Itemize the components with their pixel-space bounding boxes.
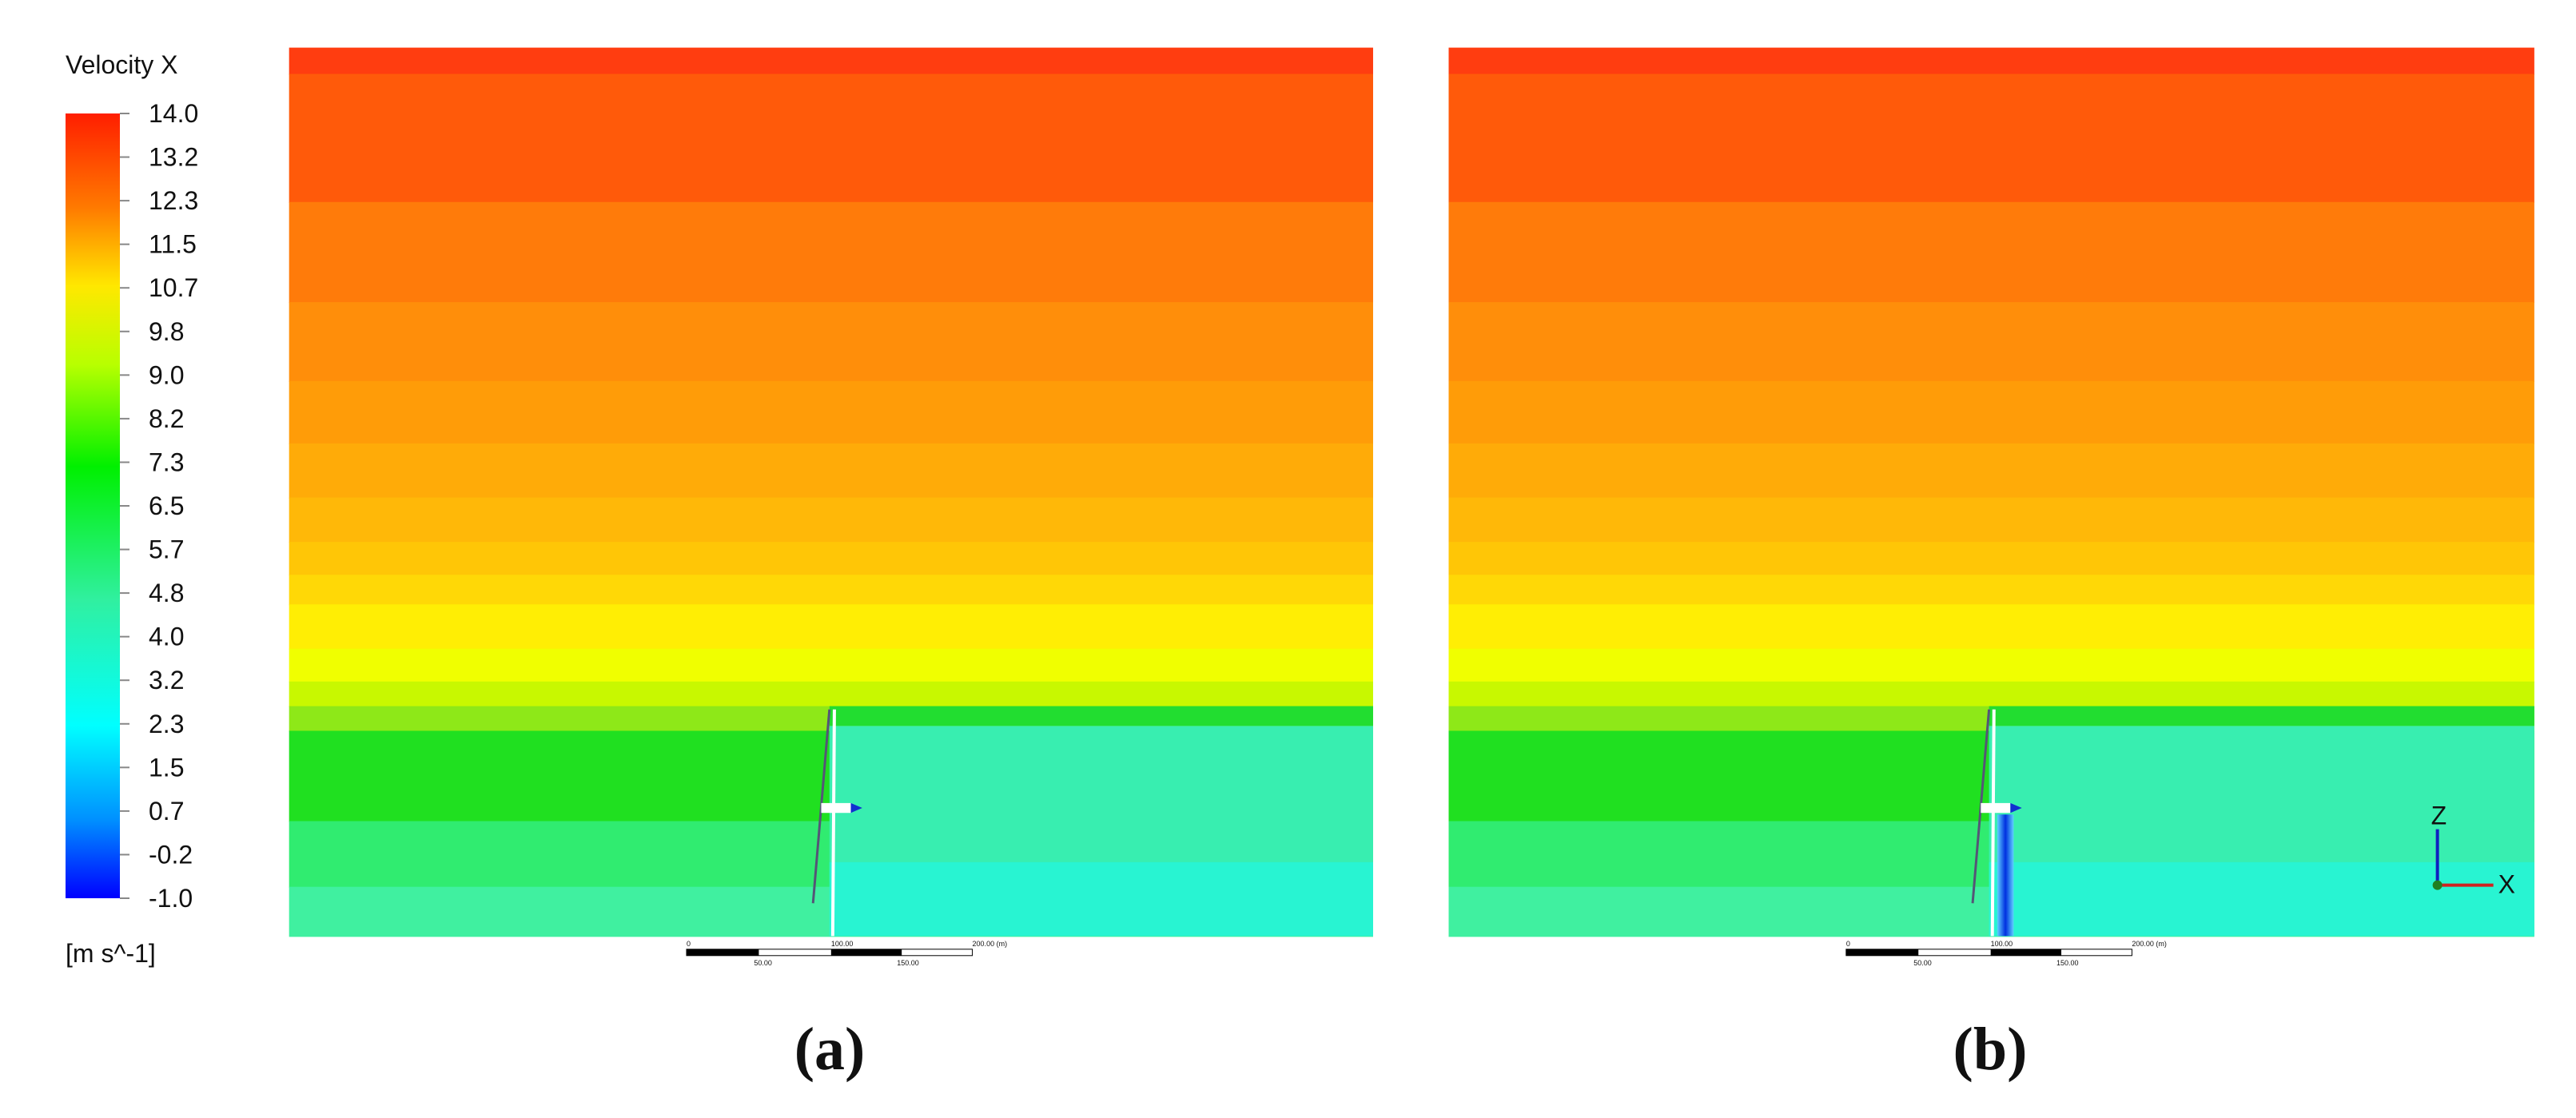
colorbar <box>66 113 120 898</box>
colorbar-label: 7.3 <box>149 448 184 476</box>
colorbar-label: 3.2 <box>149 666 184 694</box>
contour-band <box>1448 681 2534 707</box>
contour-band <box>289 648 1373 682</box>
scale-label: 100.00 <box>1991 940 2013 948</box>
contour-band <box>1448 648 2534 682</box>
colorbar-label: 1.5 <box>149 753 184 782</box>
contour-band <box>1448 380 2534 444</box>
contour-band <box>289 575 1373 606</box>
scale-bar <box>686 949 759 956</box>
contour-band <box>289 443 1373 499</box>
colorbar-label: 8.2 <box>149 404 184 433</box>
tower-wake <box>1997 814 2014 937</box>
contour-band <box>289 497 1373 543</box>
nacelle <box>1981 802 2011 814</box>
nacelle <box>821 802 851 814</box>
scale-bar <box>830 949 902 956</box>
scale-label: 200.00 (m) <box>973 940 1008 948</box>
contour-band <box>1448 497 2534 543</box>
colorbar-label: -1.0 <box>149 884 193 913</box>
contour-band <box>289 74 1373 203</box>
contour-band <box>289 302 1373 382</box>
turbine-tower <box>830 709 836 937</box>
legend-unit: [m s^-1] <box>66 939 156 968</box>
triad-origin <box>2432 880 2443 890</box>
contour-band <box>1448 542 2534 576</box>
colorbar-label: 9.8 <box>149 317 184 346</box>
contour-band <box>1448 302 2534 382</box>
contour-band <box>289 681 1373 707</box>
hub <box>850 802 862 814</box>
scale-label: 100.00 <box>831 940 854 948</box>
scale-label: 0 <box>1846 940 1850 948</box>
contour-band <box>1448 443 2534 499</box>
contour-band <box>289 201 1373 304</box>
wake-region <box>1989 706 2534 726</box>
contour-band <box>1448 575 2534 606</box>
turbine-tower <box>1990 709 1996 937</box>
wake-region <box>829 706 1373 726</box>
scale-label: 200.00 (m) <box>2132 940 2167 948</box>
colorbar-label: -0.2 <box>149 840 193 869</box>
scale-label: 150.00 <box>2056 959 2079 967</box>
triad-label: X <box>2498 870 2515 899</box>
colorbar-label: 14.0 <box>149 99 198 128</box>
colorbar-label: 0.7 <box>149 797 184 826</box>
scale-label: 50.00 <box>1913 959 1932 967</box>
colorbar-label: 6.5 <box>149 491 184 520</box>
contour-band <box>1448 201 2534 304</box>
panel-label: (a) <box>794 1016 866 1083</box>
colorbar-label: 10.7 <box>149 273 198 302</box>
legend-title: Velocity X <box>66 50 178 79</box>
colorbar-label: 5.7 <box>149 535 184 564</box>
colorbar-label: 2.3 <box>149 710 184 738</box>
colorbar-label: 11.5 <box>149 230 197 259</box>
wake-region <box>1989 726 2534 882</box>
contour-band <box>1448 47 2534 75</box>
colorbar-label: 4.8 <box>149 579 184 607</box>
wake-region <box>829 861 1373 937</box>
colorbar-label: 13.2 <box>149 143 198 172</box>
colorbar-label: 12.3 <box>149 186 198 215</box>
scale-label: 0 <box>687 940 691 948</box>
scale-label: 150.00 <box>897 959 919 967</box>
scale-bar <box>1990 949 2062 956</box>
scale-label: 50.00 <box>754 959 772 967</box>
colorbar-label: 9.0 <box>149 360 184 389</box>
contour-band <box>289 542 1373 576</box>
contour-band <box>1448 604 2534 650</box>
contour-band <box>289 380 1373 444</box>
wake-region <box>1989 861 2534 937</box>
scale-bar <box>1845 949 1919 956</box>
panel-label: (b) <box>1953 1016 2028 1083</box>
colorbar-label: 4.0 <box>149 623 184 651</box>
contour-band <box>1448 74 2534 203</box>
contour-band <box>289 604 1373 650</box>
wake-region <box>829 726 1373 882</box>
contour-band <box>289 47 1373 75</box>
hub <box>2010 802 2022 814</box>
triad-label: Z <box>2431 802 2447 830</box>
